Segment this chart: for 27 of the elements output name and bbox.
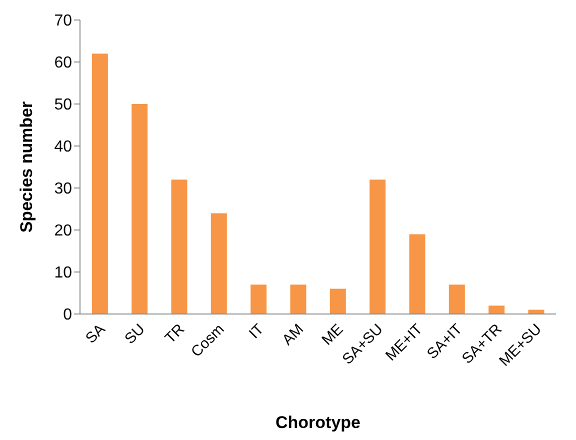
y-tick-label: 40 <box>54 138 72 156</box>
bar <box>409 234 426 314</box>
bar <box>370 180 386 314</box>
x-tick-label: TR <box>162 320 188 347</box>
bar <box>250 284 267 314</box>
y-tick-label: 0 <box>63 306 72 324</box>
y-tick-label: 20 <box>54 222 72 240</box>
y-axis-title: Species number <box>17 100 36 233</box>
y-tick-label: 70 <box>54 12 72 30</box>
y-tick-label: 30 <box>54 180 72 198</box>
x-tick-label: SU <box>122 320 148 348</box>
bar <box>210 213 227 314</box>
x-tick-label: AM <box>279 320 307 349</box>
y-tick-label: 10 <box>54 264 72 282</box>
bar <box>290 284 306 314</box>
bar <box>488 306 505 314</box>
y-tick-label: 50 <box>54 96 72 114</box>
bar <box>132 104 148 314</box>
bar <box>171 180 188 314</box>
bar <box>92 54 108 314</box>
x-tick-label: SA <box>82 320 109 347</box>
x-tick-label: IT <box>246 320 268 342</box>
x-tick-label: ME <box>318 320 347 349</box>
bar <box>448 284 465 314</box>
y-tick-label: 60 <box>54 54 72 72</box>
x-axis-title: Chorotype <box>276 413 360 432</box>
bar <box>330 288 346 314</box>
